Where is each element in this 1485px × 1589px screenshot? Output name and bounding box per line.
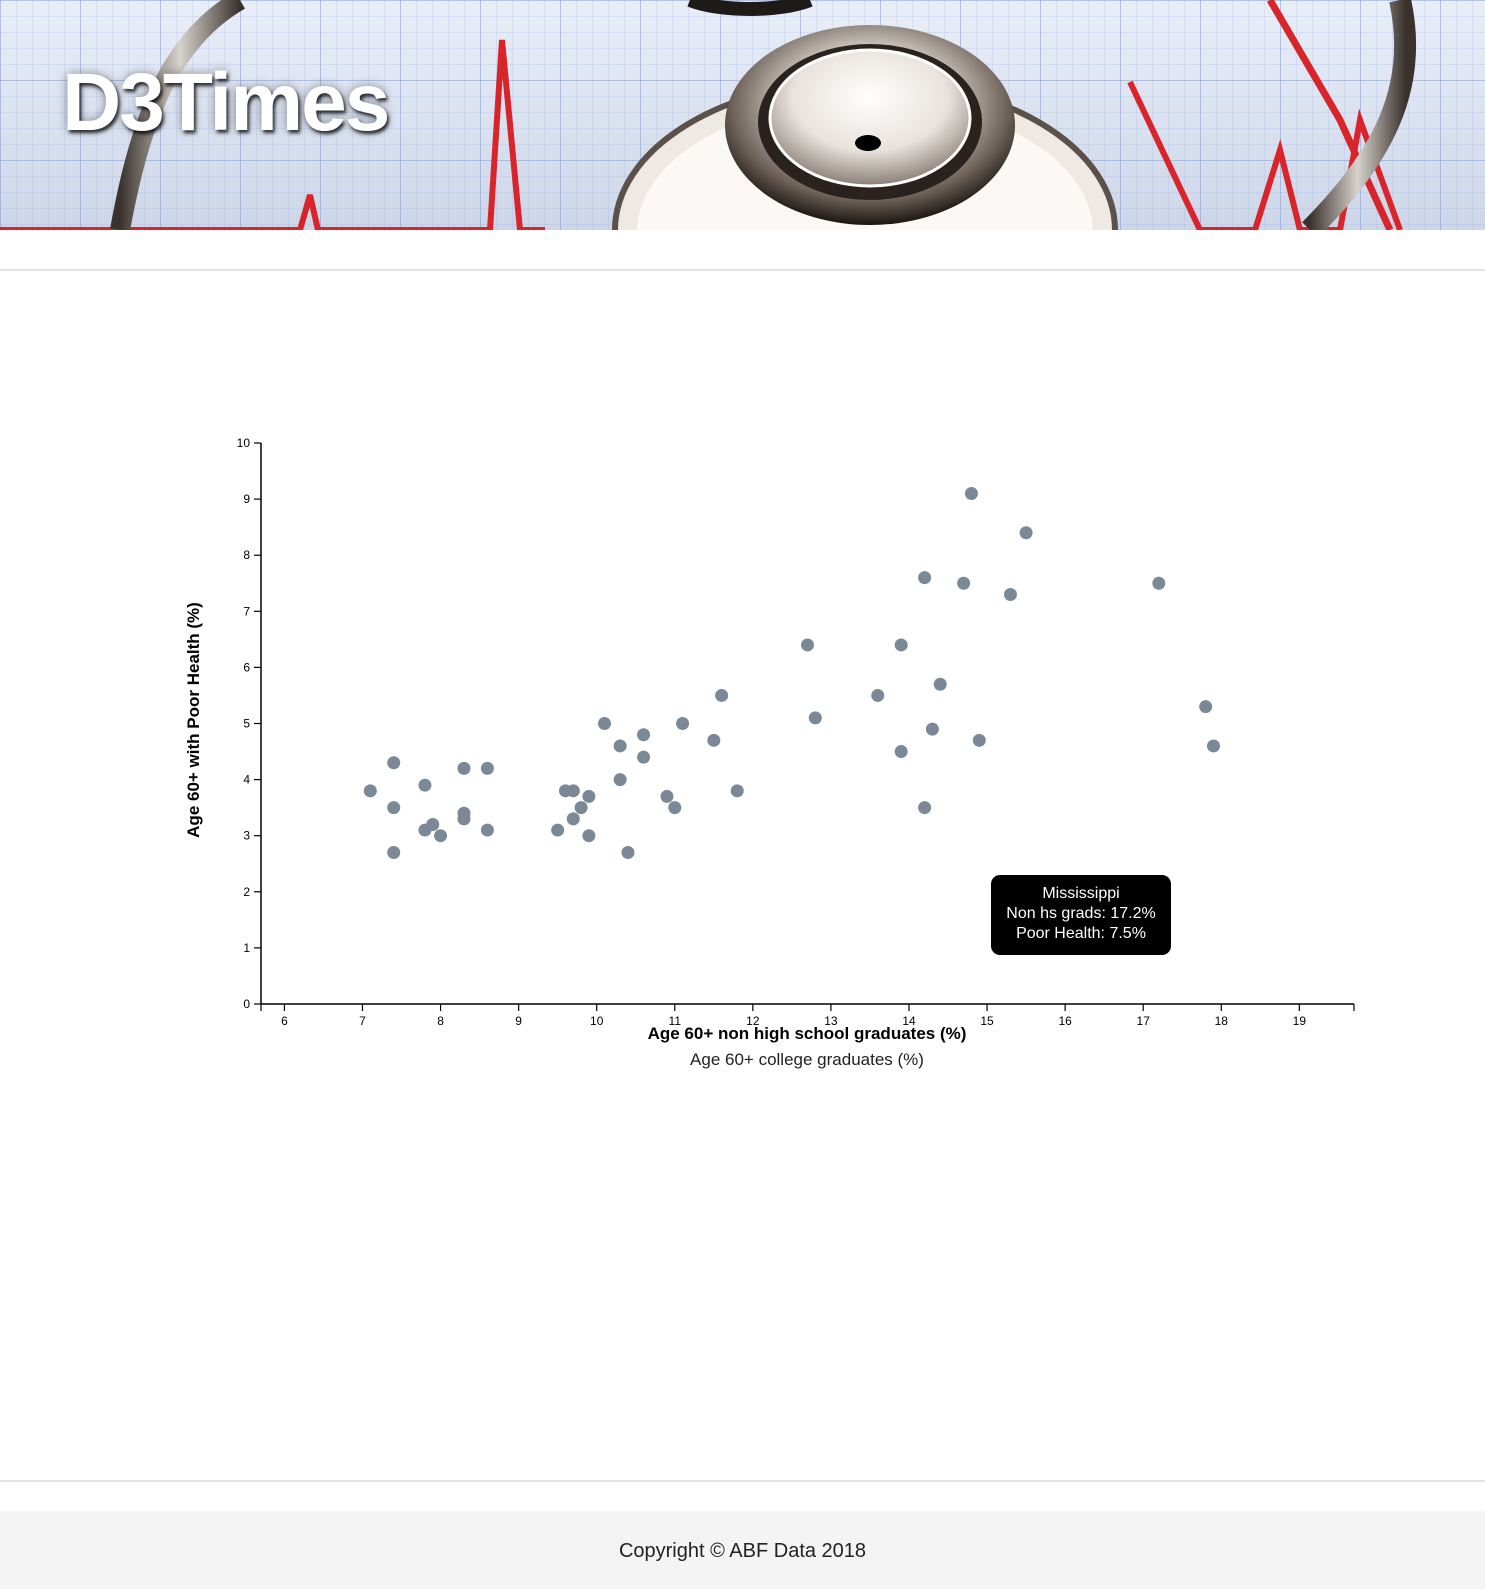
y-tick-label: 4 [243, 773, 250, 787]
state-point[interactable] [637, 728, 651, 742]
state-point[interactable] [1199, 700, 1213, 714]
x-tick-label: 8 [437, 1014, 444, 1028]
x-axis-title-non-hs[interactable]: Age 60+ non high school graduates (%) [648, 1024, 967, 1043]
state-point[interactable] [925, 722, 939, 736]
y-axis-title[interactable]: Age 60+ with Poor Health (%) [184, 602, 203, 838]
y-tick-label: 7 [243, 604, 250, 618]
state-point[interactable] [387, 756, 401, 770]
state-point[interactable] [426, 817, 440, 831]
x-tick-label: 17 [1137, 1014, 1151, 1028]
tooltip: Mississippi Non hs grads: 17.2% Poor Hea… [991, 875, 1171, 955]
state-point[interactable] [933, 677, 947, 691]
state-point[interactable] [668, 801, 682, 815]
y-tick-label: 2 [243, 885, 250, 899]
y-tick-label: 1 [243, 941, 250, 955]
stethoscope-ecg-image [0, 0, 1417, 230]
x-tick-label: 13 [824, 1014, 838, 1028]
y-tick-label: 9 [243, 492, 250, 506]
y-axis: 0 1 2 3 4 5 6 7 8 9 10 [237, 436, 262, 1011]
state-point[interactable] [434, 829, 448, 843]
x-tick-label: 11 [669, 1014, 682, 1028]
y-tick-label: 0 [243, 997, 250, 1011]
state-point[interactable] [894, 638, 908, 652]
y-tick-label: 3 [243, 829, 250, 843]
state-point[interactable] [1152, 576, 1166, 590]
state-point[interactable] [457, 812, 471, 826]
state-point[interactable] [480, 823, 494, 837]
footer-divider [0, 1480, 1485, 1482]
state-point[interactable] [918, 571, 932, 585]
data-points [363, 486, 1220, 860]
site-title[interactable]: D3Times [62, 57, 390, 148]
ecg-line-left [0, 39, 545, 230]
state-point[interactable] [613, 739, 627, 753]
state-point[interactable] [1019, 526, 1033, 540]
chart-area: 0 1 2 3 4 5 6 7 8 9 10 6 7 8 9 10 11 12 13 14 15 16 17 18 19 Ag… [0, 270, 1485, 1470]
state-point[interactable] [972, 733, 986, 747]
state-point[interactable] [418, 778, 432, 792]
tooltip-non-hs: Non hs grads: 17.2% [1006, 905, 1156, 922]
state-point[interactable] [957, 576, 971, 590]
y-tick-label: 10 [237, 436, 251, 450]
y-tick-label: 8 [243, 548, 250, 562]
state-point[interactable] [582, 789, 596, 803]
x-tick-label: 16 [1058, 1014, 1072, 1028]
ecg-line-right [1127, 80, 1403, 230]
y-tick-label: 6 [243, 660, 250, 674]
x-tick-label: 9 [515, 1014, 522, 1028]
state-point[interactable] [707, 733, 721, 747]
state-point[interactable] [566, 784, 580, 798]
x-tick-label: 10 [590, 1014, 604, 1028]
x-axis-title-college[interactable]: Age 60+ college graduates (%) [690, 1050, 924, 1069]
x-tick-label: 7 [359, 1014, 366, 1028]
state-point[interactable] [676, 717, 690, 730]
x-tick-label: 12 [746, 1014, 760, 1028]
state-point[interactable] [660, 789, 674, 803]
state-point[interactable] [613, 773, 627, 787]
x-tick-label: 19 [1293, 1014, 1307, 1028]
state-point[interactable] [551, 823, 565, 837]
state-point[interactable] [457, 761, 471, 775]
y-tick-label: 5 [243, 717, 250, 731]
state-point[interactable] [871, 688, 885, 702]
state-point[interactable] [621, 846, 635, 860]
state-point[interactable] [598, 717, 612, 730]
state-point[interactable] [637, 750, 651, 764]
state-point[interactable] [574, 801, 588, 815]
state-point[interactable] [1206, 739, 1220, 753]
footer: Copyright © ABF Data 2018 [0, 1511, 1485, 1589]
state-point[interactable] [918, 801, 932, 815]
state-point[interactable] [730, 784, 744, 798]
x-tick-label: 6 [281, 1014, 288, 1028]
state-point[interactable] [808, 711, 822, 725]
state-point[interactable] [801, 638, 814, 652]
state-point[interactable] [363, 784, 377, 798]
state-point[interactable] [387, 846, 401, 860]
state-point[interactable] [894, 745, 908, 759]
tooltip-poor-health: Poor Health: 7.5% [1016, 925, 1146, 942]
x-tick-label: 14 [902, 1014, 916, 1028]
state-point[interactable] [582, 829, 596, 843]
header-banner: D3Times [0, 0, 1485, 230]
state-point[interactable] [566, 812, 580, 826]
x-axis: 6 7 8 9 10 11 12 13 14 15 16 17 18 19 [260, 1003, 1355, 1028]
state-point[interactable] [480, 761, 494, 775]
state-point[interactable] [964, 486, 978, 500]
x-tick-label: 18 [1215, 1014, 1229, 1028]
header-divider [0, 269, 1485, 271]
state-point[interactable] [1003, 587, 1017, 601]
state-point[interactable] [715, 688, 729, 702]
x-tick-label: 15 [980, 1014, 994, 1028]
tooltip-state: Mississippi [1042, 885, 1120, 902]
state-point[interactable] [387, 801, 401, 815]
copyright-text: Copyright © ABF Data 2018 [618, 1540, 867, 1562]
